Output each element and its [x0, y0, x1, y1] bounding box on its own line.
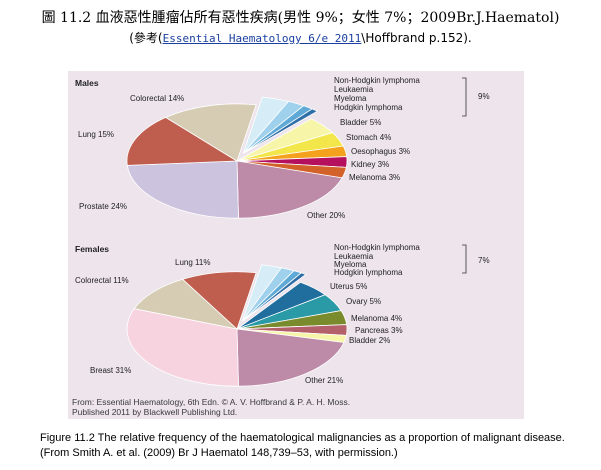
slice-label-males-non-hodgkin-lymphoma: Non-Hodgkin lymphoma: [334, 76, 420, 85]
reference-line: (參考(Essential Haematology 6/e 2011\Hoffb…: [0, 29, 601, 46]
pie-slice-males-colorectal-14: [164, 103, 257, 162]
slice-label-females-bladder-2: Bladder 2%: [349, 336, 390, 345]
source-line-2: Published 2011 by Blackwell Publishing L…: [72, 407, 238, 417]
reference-prefix: (參考(: [129, 31, 163, 45]
slice-label-females-leukaemia: Leukaemia: [334, 252, 374, 261]
slice-label-males-melanoma-3: Melanoma 3%: [349, 173, 400, 182]
pie-slice-males-other-20: [236, 160, 343, 219]
pie-slice-females-other-21: [236, 328, 345, 387]
pie-slice-females-hodgkin-lymphoma: [242, 272, 307, 322]
pie-slice-females-lung-11: [181, 271, 257, 330]
figure-source: From: Essential Haematology, 6th Edn. © …: [72, 397, 350, 417]
slice-label-males-colorectal-14: Colorectal 14%: [130, 94, 184, 103]
bracket-label-males: 9%: [478, 92, 490, 101]
reference-link[interactable]: Essential Haematology 6/e 2011: [162, 32, 362, 45]
figure-caption: Figure 11.2 The relative frequency of th…: [40, 431, 595, 461]
slice-label-females-uterus-5: Uterus 5%: [330, 282, 367, 291]
pie-slice-females-colorectal-11: [133, 278, 239, 330]
slice-label-females-hodgkin-lymphoma: Hodgkin lymphoma: [334, 268, 403, 277]
slice-label-females-colorectal-11: Colorectal 11%: [75, 276, 129, 285]
page-title: 圖 11.2 血液惡性腫瘤佔所有惡性疾病(男性 9%；女性 7%；2009Br.…: [41, 10, 560, 26]
pie-slice-females-breast-31: [126, 308, 239, 387]
pie-slice-males-prostate-24: [126, 160, 239, 219]
slice-label-males-myeloma: Myeloma: [334, 94, 367, 103]
slice-label-females-pancreas-3: Pancreas 3%: [355, 326, 403, 335]
slice-label-males-oesophagus-3: Oesophagus 3%: [351, 147, 410, 156]
bracket-males: [462, 77, 467, 117]
slice-label-males-lung-15: Lung 15%: [78, 130, 114, 139]
slice-label-females-ovary-5: Ovary 5%: [346, 297, 381, 306]
slice-label-females-non-hodgkin-lymphoma: Non-Hodgkin lymphoma: [334, 243, 420, 252]
slice-label-males-stomach-4: Stomach 4%: [346, 133, 391, 142]
pie-slice-males-lung-15: [126, 116, 239, 166]
slice-label-males-prostate-24: Prostate 24%: [79, 202, 127, 211]
bracket-females: [462, 244, 467, 274]
slice-label-males-hodgkin-lymphoma: Hodgkin lymphoma: [334, 103, 403, 112]
slice-label-females-melanoma-4: Melanoma 4%: [351, 314, 402, 323]
bracket-label-females: 7%: [478, 256, 490, 265]
slice-label-females-myeloma: Myeloma: [334, 260, 367, 269]
slice-label-males-bladder-5: Bladder 5%: [340, 118, 381, 127]
source-line-1: From: Essential Haematology, 6th Edn. © …: [72, 397, 351, 407]
pie-slice-males-hodgkin-lymphoma: [242, 108, 319, 154]
slice-label-females-lung-11: Lung 11%: [175, 258, 210, 267]
slice-label-males-leukaemia: Leukaemia: [334, 85, 374, 94]
chart-heading-males: Males: [75, 78, 99, 88]
slice-label-males-other-20: Other 20%: [307, 211, 345, 220]
caption-line-2: (From Smith A. et al. (2009) Br J Haemat…: [40, 447, 398, 459]
caption-line-1: Figure 11.2 The relative frequency of th…: [40, 432, 565, 444]
chart-heading-females: Females: [75, 244, 109, 254]
slice-label-males-kidney-3: Kidney 3%: [351, 160, 389, 169]
reference-suffix: \Hoffbrand p.152).: [361, 31, 472, 45]
slice-label-females-other-21: Other 21%: [305, 376, 343, 385]
slice-label-females-breast-31: Breast 31%: [90, 366, 131, 375]
